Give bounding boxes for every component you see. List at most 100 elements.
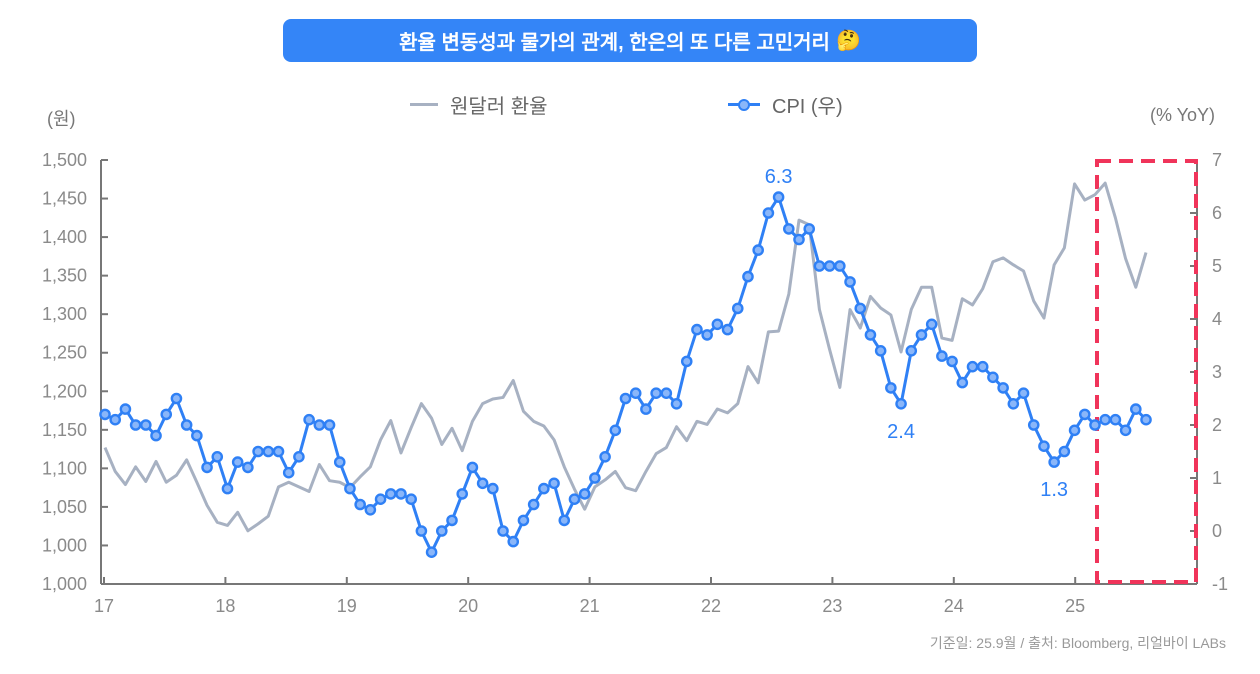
left-axis-tick-label: 1,000 bbox=[42, 535, 87, 555]
x-axis-tick-label: 24 bbox=[944, 596, 964, 616]
cpi-data-point bbox=[150, 429, 162, 442]
cpi-data-point bbox=[242, 461, 254, 474]
x-axis-tick-label: 20 bbox=[458, 596, 478, 616]
cpi-data-point bbox=[160, 408, 173, 421]
left-axis-tick-label: 1,150 bbox=[42, 420, 87, 440]
cpi-data-point bbox=[834, 260, 846, 272]
legend-cpi-label: CPI (우) bbox=[772, 96, 843, 118]
cpi-data-point bbox=[1140, 413, 1152, 426]
cpi-data-point bbox=[976, 360, 989, 373]
cpi-data-point bbox=[191, 429, 203, 442]
cpi-data-point bbox=[619, 392, 632, 405]
cpi-data-point bbox=[1058, 445, 1071, 458]
cpi-annotation-label: 2.4 bbox=[887, 421, 915, 443]
cpi-data-point bbox=[956, 376, 969, 389]
cpi-data-point bbox=[221, 482, 234, 495]
x-axis-tick-label: 17 bbox=[94, 596, 114, 616]
cpi-data-point bbox=[527, 498, 540, 511]
right-axis-tick-label: 1 bbox=[1212, 468, 1222, 488]
cpi-data-point bbox=[231, 456, 244, 468]
left-axis-tick-label: 1,300 bbox=[42, 304, 87, 324]
cpi-data-point bbox=[1038, 440, 1050, 453]
left-axis-unit: (원) bbox=[47, 109, 76, 129]
cpi-data-point bbox=[293, 450, 305, 463]
left-axis-tick-label: 1,400 bbox=[42, 227, 87, 247]
cpi-data-point bbox=[1130, 403, 1142, 415]
cpi-data-point bbox=[966, 360, 979, 373]
cpi-data-point bbox=[487, 482, 499, 495]
left-axis-tick-label: 1,100 bbox=[42, 458, 87, 478]
cpi-data-point bbox=[303, 413, 315, 426]
cpi-data-point bbox=[925, 318, 938, 331]
legend-fx-line-icon bbox=[410, 103, 438, 106]
cpi-data-point bbox=[915, 329, 928, 341]
cpi-data-point bbox=[762, 207, 775, 219]
cpi-data-point bbox=[548, 477, 560, 490]
cpi-data-point bbox=[844, 276, 856, 288]
cpi-data-point bbox=[456, 488, 469, 500]
cpi-data-point bbox=[405, 493, 417, 506]
highlight-box bbox=[1095, 159, 1198, 584]
right-axis-tick-label: 3 bbox=[1212, 362, 1222, 382]
cpi-data-point bbox=[129, 419, 142, 431]
cpi-data-point bbox=[180, 419, 193, 431]
cpi-data-point bbox=[813, 260, 826, 272]
cpi-data-point bbox=[201, 461, 213, 474]
cpi-data-point bbox=[497, 525, 509, 537]
source-note: 기준일: 25.9월 / 출처: Bloomberg, 리얼바이 LABs bbox=[929, 635, 1226, 651]
cpi-data-point bbox=[640, 403, 652, 415]
cpi-data-point bbox=[252, 445, 264, 458]
cpi-data-point bbox=[742, 270, 754, 283]
cpi-data-point bbox=[1007, 397, 1020, 410]
left-axis-tick-label: 1,000 bbox=[42, 574, 87, 594]
left-axis-tick-label: 1,500 bbox=[42, 150, 87, 170]
left-axis-tick-label: 1,350 bbox=[42, 266, 87, 286]
cpi-data-point bbox=[415, 525, 428, 537]
right-axis-tick-label: 0 bbox=[1212, 521, 1222, 541]
left-axis-tick-label: 1,250 bbox=[42, 343, 87, 363]
cpi-data-point bbox=[1078, 408, 1091, 421]
cpi-data-point bbox=[568, 493, 581, 506]
left-axis-tick-label: 1,200 bbox=[42, 381, 87, 401]
cpi-data-point bbox=[997, 382, 1009, 394]
cpi-annotation-label: 6.3 bbox=[765, 166, 793, 188]
cpi-data-point bbox=[783, 223, 795, 235]
cpi-data-point bbox=[507, 535, 520, 548]
cpi-data-point bbox=[354, 498, 366, 511]
cpi-data-point bbox=[333, 456, 346, 468]
right-axis-tick-label: 4 bbox=[1212, 309, 1222, 329]
cpi-data-point bbox=[1017, 387, 1030, 400]
cpi-data-point bbox=[109, 413, 122, 426]
cpi-data-point bbox=[660, 387, 673, 400]
cpi-data-point bbox=[282, 466, 295, 479]
x-axis-tick-label: 22 bbox=[701, 596, 721, 616]
cpi-data-point bbox=[987, 371, 999, 384]
left-axis-tick-label: 1,050 bbox=[42, 497, 87, 517]
cpi-data-point bbox=[885, 382, 897, 394]
legend-fx-label: 원달러 환율 bbox=[450, 96, 548, 118]
cpi-data-point bbox=[119, 403, 132, 415]
cpi-data-point bbox=[1048, 456, 1060, 468]
cpi-data-point bbox=[1119, 424, 1132, 437]
cpi-data-point bbox=[874, 344, 887, 357]
cpi-data-point bbox=[589, 472, 601, 484]
cpi-data-point bbox=[1027, 419, 1040, 431]
cpi-data-point bbox=[752, 244, 764, 256]
cpi-data-point bbox=[170, 392, 183, 405]
right-axis-tick-label: 6 bbox=[1212, 203, 1222, 223]
cpi-data-point bbox=[731, 302, 744, 315]
cpi-data-point bbox=[721, 323, 734, 336]
legend-item-fx: 원달러 환율 bbox=[410, 90, 548, 119]
cpi-data-point bbox=[793, 233, 805, 246]
cpi-data-point bbox=[476, 477, 489, 490]
cpi-annotation-label: 1.3 bbox=[1040, 479, 1068, 501]
cpi-data-point bbox=[609, 424, 622, 437]
cpi-data-point bbox=[313, 419, 326, 431]
cpi-data-point bbox=[262, 445, 275, 458]
cpi-data-point bbox=[711, 318, 724, 331]
x-axis-tick-label: 18 bbox=[215, 596, 235, 616]
cpi-data-point bbox=[384, 488, 397, 500]
cpi-data-point bbox=[517, 514, 530, 527]
cpi-data-point bbox=[905, 344, 918, 357]
cpi-data-point bbox=[395, 488, 407, 500]
